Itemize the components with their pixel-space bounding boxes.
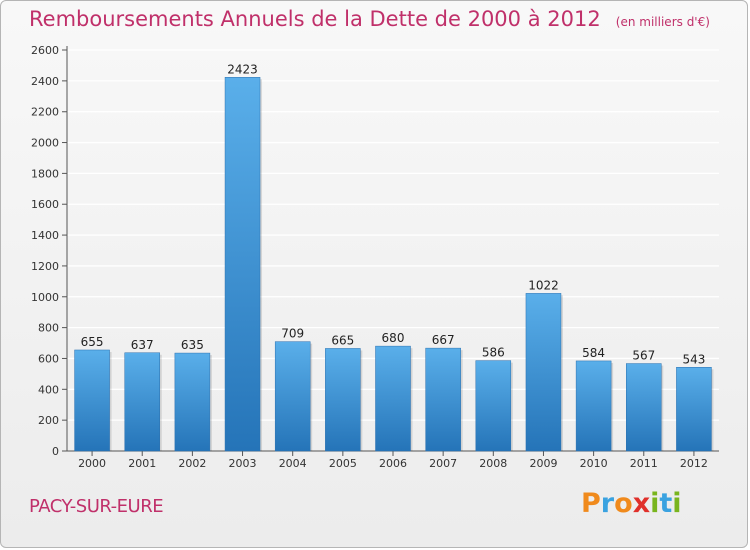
bar-2007 xyxy=(425,347,461,452)
x-tick-label-2004: 2004 xyxy=(279,457,307,470)
bar-2011 xyxy=(626,363,662,452)
logo-letter: x xyxy=(632,488,651,519)
y-tick-label: 200 xyxy=(38,414,59,427)
x-tick-label-2010: 2010 xyxy=(580,457,608,470)
bar-2009 xyxy=(525,293,562,452)
x-tick-label-2000: 2000 xyxy=(78,457,106,470)
proxiti-logo[interactable]: Proxiti xyxy=(581,488,682,519)
y-tick-label: 1800 xyxy=(31,167,59,180)
data-label-2008: 586 xyxy=(482,346,505,360)
logo-letter: P xyxy=(581,488,601,519)
data-label-2007: 667 xyxy=(432,333,455,347)
x-tick-label-2002: 2002 xyxy=(178,457,206,470)
x-tick-label-2001: 2001 xyxy=(128,457,156,470)
logo-letter: t xyxy=(659,488,673,519)
bar-2004 xyxy=(274,341,311,452)
x-tick-label-2005: 2005 xyxy=(329,457,357,470)
y-tick-label: 2200 xyxy=(31,106,59,119)
data-label-2004: 709 xyxy=(281,327,304,341)
commune-label: PACY-SUR-EURE xyxy=(29,496,164,517)
data-label-2006: 680 xyxy=(382,331,405,345)
title-row: Remboursements Annuels de la Dette de 20… xyxy=(29,7,710,31)
x-tick-label-2012: 2012 xyxy=(680,457,708,470)
x-tick-label-2003: 2003 xyxy=(229,457,257,470)
y-tick-label: 400 xyxy=(38,383,59,396)
chart-title: Remboursements Annuels de la Dette de 20… xyxy=(29,7,601,31)
labels: 0 200 400 600 800 1000 1200 1400 1600 1800 2000 220… xyxy=(31,44,708,470)
y-tick-label: 1400 xyxy=(31,229,59,242)
x-tick-label-2008: 2008 xyxy=(479,457,507,470)
bars xyxy=(74,77,714,452)
x-tick-label-2009: 2009 xyxy=(529,457,557,470)
bar-2008 xyxy=(475,360,512,452)
data-label-2005: 665 xyxy=(331,333,354,347)
y-tick-label: 2000 xyxy=(31,137,59,150)
bar-2005 xyxy=(325,348,361,452)
x-tick-label-2006: 2006 xyxy=(379,457,407,470)
y-tick-label: 800 xyxy=(38,322,59,335)
data-label-2000: 655 xyxy=(81,335,104,349)
data-label-2011: 567 xyxy=(632,349,655,363)
y-tick-label: 1200 xyxy=(31,260,59,273)
bar-2006 xyxy=(375,345,411,452)
x-tick-label-2011: 2011 xyxy=(630,457,658,470)
bar-2003 xyxy=(224,77,261,452)
y-tick-label: 2600 xyxy=(31,44,59,57)
logo-letter: o xyxy=(614,488,633,519)
logo-letter: r xyxy=(600,488,615,519)
bar-2000 xyxy=(74,349,110,452)
bar-2012 xyxy=(676,367,712,452)
logo-letter: i xyxy=(672,488,682,519)
y-tick-label: 1600 xyxy=(31,198,59,211)
data-label-2003: 2423 xyxy=(227,62,258,76)
data-label-2002: 635 xyxy=(181,338,204,352)
chart-subtitle: (en milliers d'€) xyxy=(615,15,710,29)
logo-letter: i xyxy=(650,488,660,519)
y-tick-label: 600 xyxy=(38,352,59,365)
y-tick-label: 2400 xyxy=(31,75,59,88)
data-label-2010: 584 xyxy=(582,346,605,360)
bar-2010 xyxy=(575,360,612,452)
y-tick-label: 0 xyxy=(52,445,59,458)
y-tick-label: 1000 xyxy=(31,291,59,304)
data-label-2001: 637 xyxy=(131,338,154,352)
x-tick-label-2007: 2007 xyxy=(429,457,457,470)
bar-2002 xyxy=(174,352,211,452)
data-label-2009: 1022 xyxy=(528,278,559,292)
data-label-2012: 543 xyxy=(682,352,705,366)
bar-2001 xyxy=(124,352,160,452)
